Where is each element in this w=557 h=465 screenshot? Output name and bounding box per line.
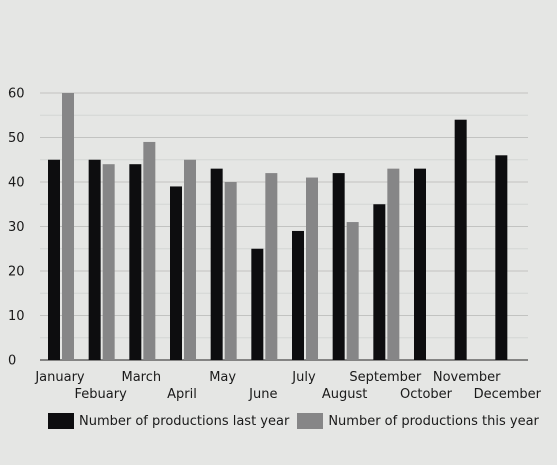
legend: Number of productions last year Number o… xyxy=(48,413,547,429)
bar-this-year-august xyxy=(346,222,359,360)
x-tick-label-march: March xyxy=(122,370,162,385)
x-tick-label-january: January xyxy=(34,370,85,385)
y-tick-label: 10 xyxy=(8,309,25,324)
x-tick-label-november: November xyxy=(433,370,501,385)
legend-item-this-year: Number of productions this year xyxy=(297,413,539,429)
bar-last-year-january xyxy=(48,159,60,360)
y-axis: 0 10 20 30 40 50 60 xyxy=(8,87,25,369)
bar-last-year-febuary xyxy=(88,159,101,360)
gridlines xyxy=(40,92,528,361)
bar-this-year-july xyxy=(306,177,318,360)
bar-this-year-september xyxy=(387,168,400,360)
x-tick-label-may: May xyxy=(209,370,236,385)
bar-last-year-december xyxy=(495,155,508,360)
y-tick-label: 60 xyxy=(8,87,25,102)
y-tick-label: 40 xyxy=(8,176,25,191)
bar-this-year-january xyxy=(62,93,74,360)
bar-last-year-may xyxy=(210,168,223,360)
bar-last-year-june xyxy=(251,248,264,360)
bar-this-year-april xyxy=(184,159,196,360)
bar-last-year-september xyxy=(373,204,386,360)
legend-swatch-this-year xyxy=(297,413,324,429)
bar-last-year-april xyxy=(170,186,182,360)
x-tick-label-febuary: Febuary xyxy=(75,387,128,402)
bar-last-year-july xyxy=(292,230,304,360)
bar-this-year-march xyxy=(143,141,156,360)
x-tick-label-july: July xyxy=(291,370,316,385)
bar-this-year-febuary xyxy=(102,164,115,360)
x-tick-label-april: April xyxy=(167,387,197,402)
y-tick-label: 20 xyxy=(8,265,25,280)
x-tick-label-august: August xyxy=(322,387,368,402)
y-tick-label: 30 xyxy=(8,220,25,235)
bar-last-year-march xyxy=(129,164,142,360)
x-axis: January Febuary March April May June July Augus… xyxy=(34,370,541,402)
bar-last-year-november xyxy=(454,119,467,360)
x-tick-label-june: June xyxy=(248,387,277,402)
bar-last-year-august xyxy=(332,173,345,360)
y-tick-label: 50 xyxy=(8,131,25,146)
legend-item-last-year: Number of productions last year xyxy=(48,413,289,429)
bars xyxy=(48,93,508,360)
legend-swatch-last-year xyxy=(48,413,74,429)
x-tick-label-october: October xyxy=(400,387,453,402)
bar-this-year-june xyxy=(265,173,278,360)
y-tick-label: 0 xyxy=(8,354,16,369)
legend-label-last-year: Number of productions last year xyxy=(79,413,290,429)
bar-this-year-may xyxy=(224,182,237,360)
x-tick-label-september: September xyxy=(349,370,422,385)
bar-last-year-october xyxy=(414,168,426,360)
x-tick-label-december: December xyxy=(474,387,542,402)
legend-label-this-year: Number of productions this year xyxy=(328,413,539,429)
